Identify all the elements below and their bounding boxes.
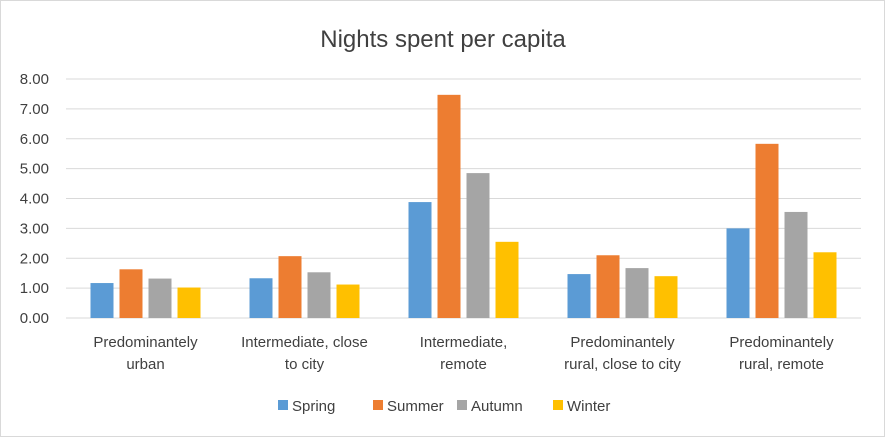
bar-summer	[437, 94, 461, 319]
bar-summer	[278, 256, 302, 318]
y-tick-label: 6.00	[20, 131, 49, 148]
bar-autumn	[784, 211, 808, 318]
legend-label-winter: Winter	[567, 398, 610, 415]
bar-spring	[408, 202, 432, 318]
bar-winter	[813, 252, 837, 318]
y-tick-label: 0.00	[20, 310, 49, 327]
bar-summer	[596, 255, 620, 318]
x-tick-label: Intermediate, close	[241, 334, 368, 351]
y-tick-label: 5.00	[20, 161, 49, 178]
bar-spring	[249, 278, 273, 318]
legend-label-summer: Summer	[387, 398, 444, 415]
y-tick-label: 8.00	[20, 71, 49, 88]
bar-autumn	[148, 278, 172, 318]
legend-label-autumn: Autumn	[471, 398, 523, 415]
legend-swatch-winter	[553, 400, 563, 410]
bar-autumn	[466, 173, 490, 318]
bar-summer	[755, 143, 779, 318]
legend: Spring Summer Autumn Winter	[278, 398, 610, 415]
legend-label-spring: Spring	[292, 398, 335, 415]
bar-spring	[567, 274, 591, 318]
y-tick-label: 1.00	[20, 280, 49, 297]
x-tick-label: remote	[440, 356, 487, 373]
bar-autumn	[307, 272, 331, 318]
y-tick-label: 4.00	[20, 191, 49, 208]
x-tick-label: to city	[285, 356, 325, 373]
bar-spring	[726, 228, 750, 318]
x-tick-label: Predominantely	[570, 334, 675, 351]
bars	[90, 94, 837, 319]
y-tick-label: 7.00	[20, 101, 49, 118]
x-tick-label: rural, remote	[739, 356, 824, 373]
legend-swatch-summer	[373, 400, 383, 410]
y-tick-label: 3.00	[20, 220, 49, 237]
x-tick-label: Predominantely	[93, 334, 198, 351]
x-tick-label: rural, close to city	[564, 356, 681, 373]
legend-swatch-spring	[278, 400, 288, 410]
bar-spring	[90, 283, 114, 318]
x-tick-label: urban	[126, 356, 164, 373]
x-tick-label: Predominantely	[729, 334, 834, 351]
chart-title: Nights spent per capita	[320, 26, 566, 53]
y-axis-ticks: 0.00 1.00 2.00 3.00 4.00 5.00 6.00 7.00 8.00	[20, 71, 49, 327]
bar-winter	[495, 241, 519, 318]
x-tick-label: Intermediate,	[420, 334, 508, 351]
bar-winter	[654, 276, 678, 318]
bar-winter	[177, 287, 201, 318]
bar-summer	[119, 269, 143, 318]
bar-winter	[336, 284, 360, 318]
y-tick-label: 2.00	[20, 250, 49, 267]
x-axis-labels: Predominantely urban Intermediate, close to…	[93, 334, 834, 373]
legend-swatch-autumn	[457, 400, 467, 410]
bar-autumn	[625, 268, 649, 318]
